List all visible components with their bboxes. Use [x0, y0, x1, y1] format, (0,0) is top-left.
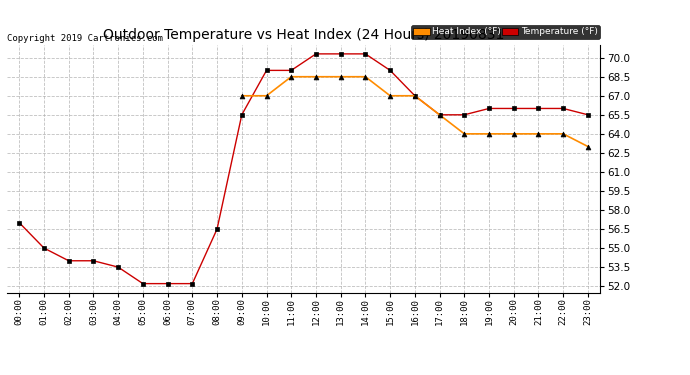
Text: Copyright 2019 Cartronics.com: Copyright 2019 Cartronics.com: [7, 34, 163, 43]
Legend: Heat Index (°F), Temperature (°F): Heat Index (°F), Temperature (°F): [411, 25, 600, 39]
Title: Outdoor Temperature vs Heat Index (24 Hours) 20190831: Outdoor Temperature vs Heat Index (24 Ho…: [103, 28, 504, 42]
